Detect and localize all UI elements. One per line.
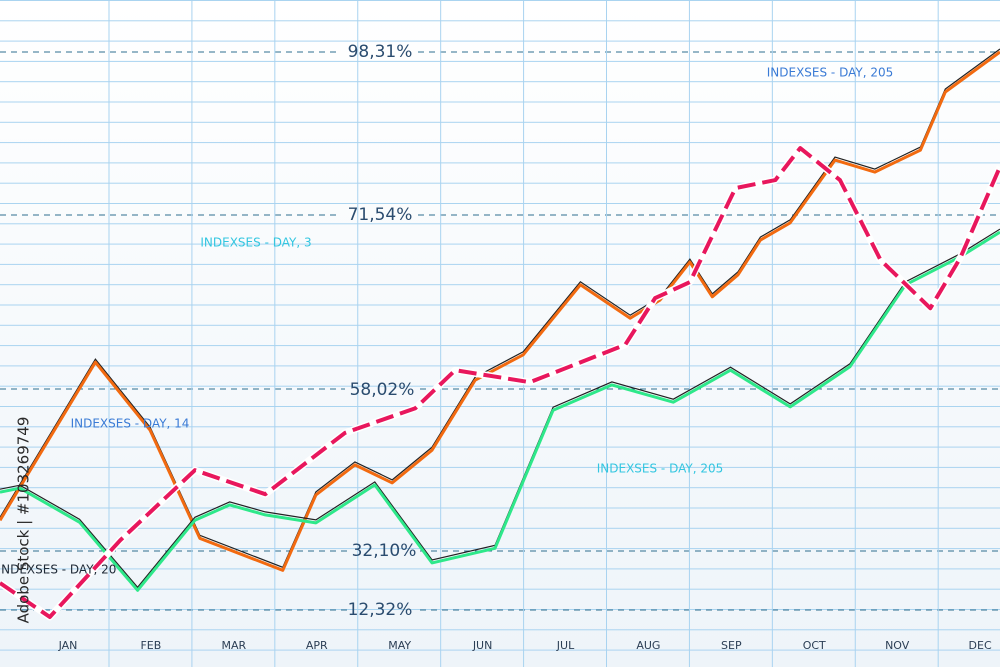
series-shadow <box>0 228 1000 589</box>
series-line <box>0 50 1000 572</box>
x-tick-label: AUG <box>636 639 660 652</box>
reference-labels: 98,31% 71,54% 58,02% 32,10% 12,32% <box>348 42 417 620</box>
plot <box>0 48 1000 621</box>
reference-label: 71,54% <box>348 205 413 225</box>
annotation: INDEXSES - DAY, 20 <box>0 563 116 577</box>
reference-label: 32,10% <box>352 541 417 561</box>
vertical-grid <box>108 0 939 667</box>
x-tick-label: JAN <box>58 639 78 652</box>
series-line <box>0 146 1000 619</box>
annotation: INDEXSES - DAY, 205 <box>767 66 894 80</box>
x-tick-label: SEP <box>721 639 742 652</box>
x-tick-label: NOV <box>885 639 910 652</box>
annotation: INDEXSES - DAY, 3 <box>200 236 311 250</box>
watermark: Adobe Stock | #103269749 <box>15 417 33 624</box>
series-line <box>0 230 1000 592</box>
x-tick-label: JUL <box>556 639 575 652</box>
x-tick-label: APR <box>306 639 328 652</box>
x-tick-label: OCT <box>803 639 826 652</box>
x-tick-label: DEC <box>969 639 992 652</box>
reference-label: 98,31% <box>348 42 413 62</box>
series-shadow <box>0 48 1000 569</box>
reference-label: 58,02% <box>350 380 415 400</box>
x-tick-label: FEB <box>140 639 161 652</box>
reference-lines <box>0 51 1000 611</box>
x-tick-label: MAY <box>388 639 411 652</box>
annotation: INDEXSES - DAY, 14 <box>71 417 190 431</box>
x-tick-label: MAR <box>221 639 246 652</box>
x-tick-label: JUN <box>472 639 493 652</box>
annotation: INDEXSES - DAY, 205 <box>597 462 724 476</box>
reference-label: 12,32% <box>348 600 413 620</box>
annotations: INDEXSES - DAY, 205 INDEXSES - DAY, 3 IN… <box>0 66 893 577</box>
